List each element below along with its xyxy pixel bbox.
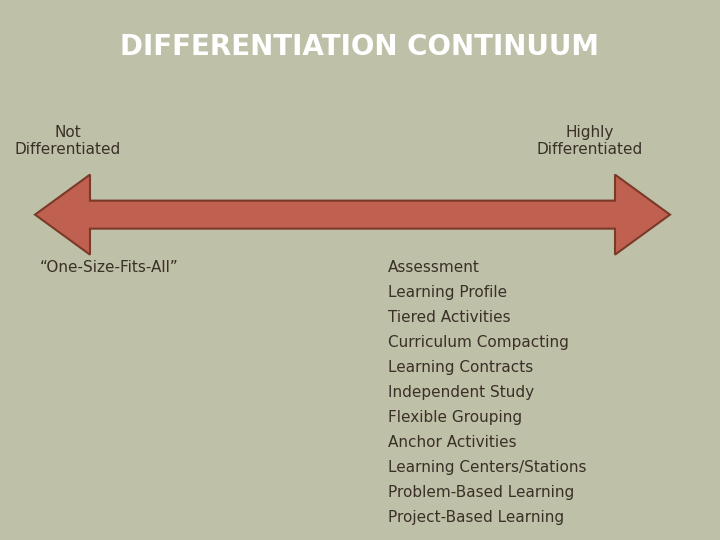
Text: Project-Based Learning: Project-Based Learning — [388, 510, 564, 525]
Text: Highly
Differentiated: Highly Differentiated — [537, 125, 643, 157]
Text: Tiered Activities: Tiered Activities — [388, 310, 510, 325]
Text: Flexible Grouping: Flexible Grouping — [388, 410, 522, 425]
Text: Assessment: Assessment — [388, 260, 480, 275]
Text: “One-Size-Fits-All”: “One-Size-Fits-All” — [40, 260, 179, 275]
Text: Problem-Based Learning: Problem-Based Learning — [388, 485, 575, 500]
Text: Anchor Activities: Anchor Activities — [388, 435, 517, 450]
Text: Curriculum Compacting: Curriculum Compacting — [388, 335, 569, 350]
Text: Learning Centers/Stations: Learning Centers/Stations — [388, 460, 587, 475]
Text: Not
Differentiated: Not Differentiated — [15, 125, 121, 157]
Text: Learning Profile: Learning Profile — [388, 285, 507, 300]
Text: Independent Study: Independent Study — [388, 385, 534, 400]
Polygon shape — [35, 174, 670, 255]
Text: Learning Contracts: Learning Contracts — [388, 360, 534, 375]
Text: DIFFERENTIATION CONTINUUM: DIFFERENTIATION CONTINUUM — [120, 33, 600, 61]
